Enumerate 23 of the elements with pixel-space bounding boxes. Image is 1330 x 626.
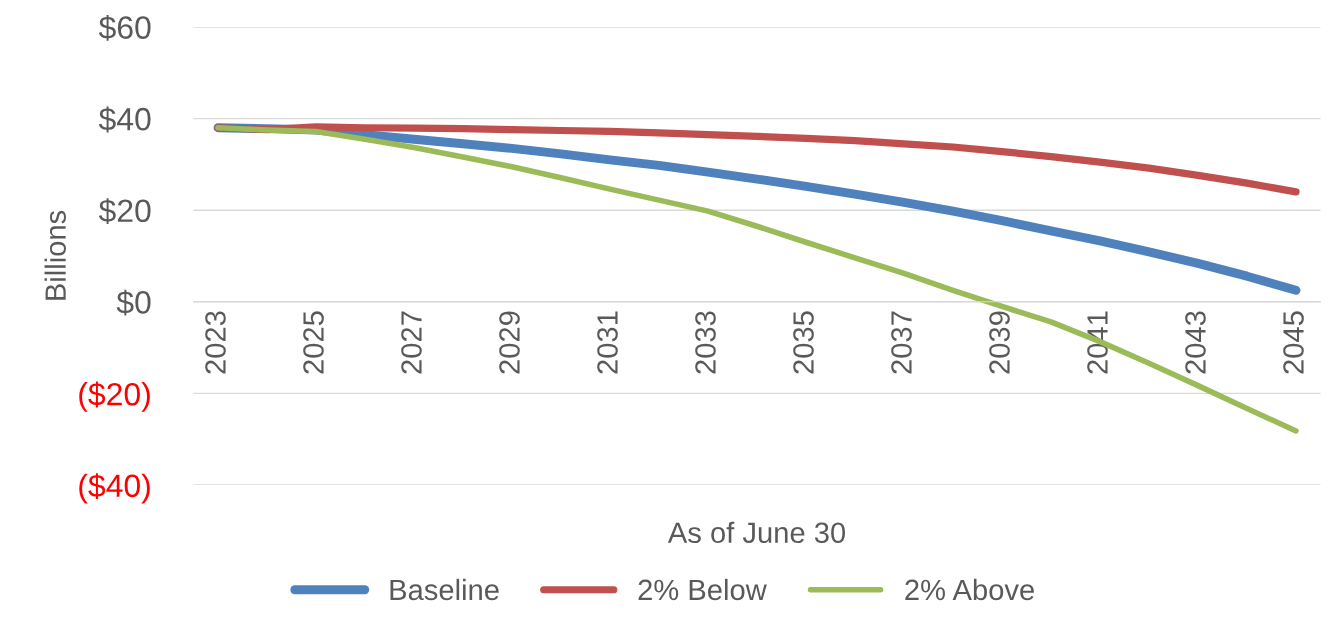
x-tick-label: 2031 <box>597 311 618 374</box>
x-axis-title: As of June 30 <box>667 521 846 544</box>
x-tick-label: 2039 <box>989 311 1010 374</box>
legend-label: 2% Above <box>905 578 1034 601</box>
y-tick-label: $0 <box>116 289 151 316</box>
x-tick-label: 2025 <box>303 311 324 374</box>
y-tick-label: ($20) <box>79 381 150 412</box>
x-tick-label: 2041 <box>1087 311 1108 374</box>
y-tick-label: $20 <box>98 198 151 224</box>
x-tick-label: 2029 <box>499 311 520 374</box>
y-tick-label: $60 <box>98 14 151 41</box>
x-tick-label: 2023 <box>205 311 226 374</box>
y-tick-label: ($40) <box>79 473 150 504</box>
y-axis-title: Billions <box>44 210 66 300</box>
x-tick-label: 2045 <box>1283 311 1304 374</box>
x-tick-label: 2043 <box>1185 311 1206 374</box>
x-tick-label: 2035 <box>793 311 814 374</box>
x-tick-label: 2037 <box>891 311 912 374</box>
legend-label: 2% Below <box>638 578 767 601</box>
legend-label: Baseline <box>390 578 499 601</box>
x-tick-label: 2027 <box>401 311 422 374</box>
x-tick-label: 2033 <box>695 311 716 374</box>
y-tick-label: $40 <box>98 106 151 133</box>
